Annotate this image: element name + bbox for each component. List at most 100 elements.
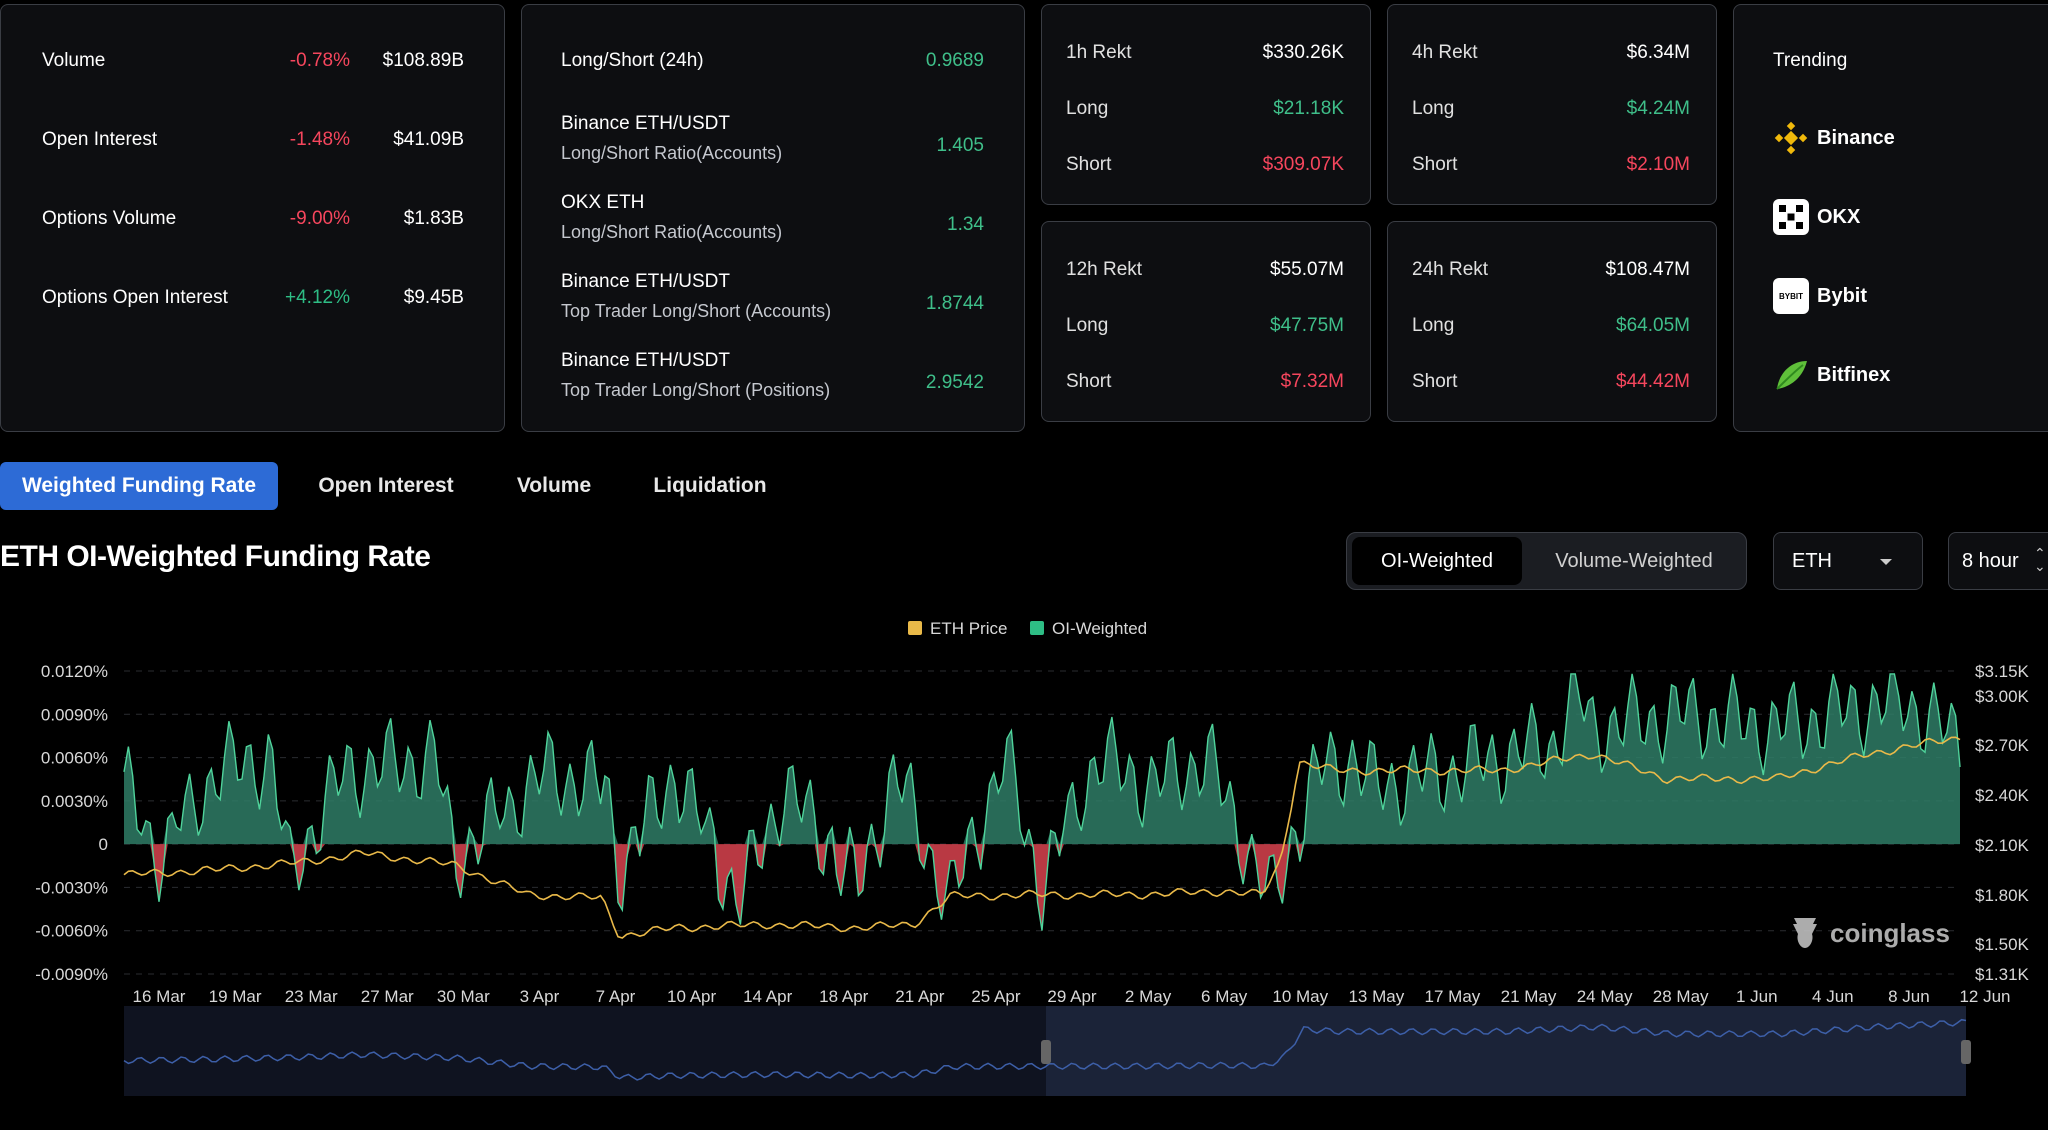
y-right-tick-label: $2.10K xyxy=(1975,836,2030,855)
trending-binance[interactable]: Binance xyxy=(1773,120,1895,156)
trending-bybit[interactable]: BYBIT Bybit xyxy=(1773,278,1867,314)
y-right-tick-label: $2.40K xyxy=(1975,786,2030,805)
rekt-long-value: $64.05M xyxy=(1616,315,1690,336)
x-tick-label: 27 Mar xyxy=(361,987,414,1006)
ratio-metric: Long/Short Ratio(Accounts) xyxy=(561,143,783,163)
x-tick-label: 23 Mar xyxy=(285,987,338,1006)
market-stat-change: -9.00% xyxy=(289,208,350,229)
x-tick-label: 21 May xyxy=(1501,987,1557,1006)
coinglass-watermark-text: coinglass xyxy=(1830,917,1950,948)
long-short-card: Long/Short (24h) 0.9689 Binance ETH/USDT… xyxy=(521,4,1025,432)
y-tick-label: 0.0060% xyxy=(41,749,108,768)
market-stat-value: $108.89B xyxy=(382,50,464,71)
x-tick-label: 1 Jun xyxy=(1736,987,1778,1006)
eth-price-line xyxy=(123,736,1961,939)
funding-rate-chart[interactable]: ETH Price OI-Weighted 0.0120% 0.0090% 0.006… xyxy=(0,610,2048,1130)
binance-icon xyxy=(1773,120,1809,156)
rekt-short-value: $309.07K xyxy=(1262,154,1344,175)
trending-bybit-label: Bybit xyxy=(1817,284,1867,307)
x-tick-label: 17 May xyxy=(1425,987,1481,1006)
long-short-24h-value: 0.9689 xyxy=(925,50,984,71)
rekt-short-value: $7.32M xyxy=(1280,371,1344,392)
y-tick-label: 0.0120% xyxy=(41,662,108,681)
oi-weighted-option[interactable]: OI-Weighted xyxy=(1352,537,1522,585)
market-stat-value: $1.83B xyxy=(403,208,464,229)
long-short-24h-label: Long/Short (24h) xyxy=(561,50,704,71)
y-right-tick-label: $1.80K xyxy=(1975,886,2030,905)
interval-select[interactable]: 8 hour ⌃ ⌄ xyxy=(1948,532,2048,590)
rekt-card: 24h Rekt $108.47M Long $64.05M Short $44… xyxy=(1387,221,1717,422)
rekt-title: 12h Rekt xyxy=(1066,259,1143,280)
ratio-exchange: Binance ETH/USDT xyxy=(561,113,730,134)
rekt-long-value: $21.18K xyxy=(1273,98,1344,119)
x-tick-label: 16 Mar xyxy=(133,987,186,1006)
coin-select[interactable]: ETH xyxy=(1773,532,1923,590)
x-tick-label: 18 Apr xyxy=(819,987,868,1006)
rekt-title: 1h Rekt xyxy=(1066,42,1132,63)
navigator-line xyxy=(123,1018,1967,1081)
rekt-card: 1h Rekt $330.26K Long $21.18K Short $309… xyxy=(1041,4,1371,205)
market-stat-label: Options Volume xyxy=(42,208,177,229)
x-tick-label: 8 Jun xyxy=(1888,987,1930,1006)
x-tick-label: 6 May xyxy=(1201,987,1248,1006)
market-stat-change: +4.12% xyxy=(285,287,350,308)
rekt-long-label: Long xyxy=(1412,315,1455,336)
ratio-value: 1.34 xyxy=(947,214,984,235)
rekt-total: $108.47M xyxy=(1605,259,1690,280)
bybit-icon: BYBIT xyxy=(1773,278,1809,314)
rekt-long-label: Long xyxy=(1412,98,1455,119)
x-tick-label: 10 May xyxy=(1272,987,1328,1006)
x-tick-label: 19 Mar xyxy=(209,987,262,1006)
ratio-exchange: Binance ETH/USDT xyxy=(561,350,730,371)
trending-bitfinex[interactable]: Bitfinex xyxy=(1773,357,1890,393)
market-stat-change: -1.48% xyxy=(289,129,350,150)
y-right-tick-label: $1.31K xyxy=(1975,965,2030,984)
ratio-metric: Long/Short Ratio(Accounts) xyxy=(561,222,783,242)
rekt-short-label: Short xyxy=(1412,371,1458,392)
tab-weighted-funding-rate[interactable]: Weighted Funding Rate xyxy=(0,462,278,510)
x-tick-label: 2 May xyxy=(1125,987,1172,1006)
caret-down-icon xyxy=(1880,559,1892,565)
rekt-long-label: Long xyxy=(1066,315,1109,336)
tab-liquidation[interactable]: Liquidation xyxy=(653,474,767,497)
y-right-tick-label: $2.70K xyxy=(1975,736,2030,755)
trending-binance-label: Binance xyxy=(1817,126,1895,149)
x-tick-label: 13 May xyxy=(1348,987,1404,1006)
y-right-tick-label: $3.15K xyxy=(1975,662,2030,681)
x-tick-label: 24 May xyxy=(1577,987,1633,1006)
range-selection xyxy=(1046,1006,1966,1096)
rekt-short-label: Short xyxy=(1066,371,1112,392)
ratio-value: 1.8744 xyxy=(925,293,984,314)
ratio-exchange: OKX ETH xyxy=(561,192,645,213)
tab-open-interest[interactable]: Open Interest xyxy=(318,474,454,497)
trending-okx[interactable]: OKX xyxy=(1773,199,1860,235)
y-tick-label: -0.0030% xyxy=(35,878,108,897)
y-right-tick-label: $3.00K xyxy=(1975,687,2030,706)
trending-okx-label: OKX xyxy=(1817,205,1861,228)
rekt-title: 24h Rekt xyxy=(1412,259,1489,280)
rekt-long-label: Long xyxy=(1066,98,1109,119)
rekt-short-label: Short xyxy=(1066,154,1112,175)
ratio-metric: Top Trader Long/Short (Accounts) xyxy=(561,301,832,321)
ratio-exchange: Binance ETH/USDT xyxy=(561,271,730,292)
tab-volume[interactable]: Volume xyxy=(516,474,592,497)
market-stat-value: $41.09B xyxy=(393,129,464,150)
x-tick-label: 10 Apr xyxy=(667,987,716,1006)
x-tick-label: 4 Jun xyxy=(1812,987,1854,1006)
x-tick-label: 12 Jun xyxy=(1959,987,2010,1006)
x-tick-label: 30 Mar xyxy=(437,987,490,1006)
x-tick-label: 25 Apr xyxy=(971,987,1020,1006)
volume-weighted-option[interactable]: Volume-Weighted xyxy=(1555,549,1713,572)
x-tick-label: 29 Apr xyxy=(1047,987,1096,1006)
y-tick-label: 0 xyxy=(99,835,108,854)
market-stat-value: $9.45B xyxy=(403,287,464,308)
market-stat-label: Volume xyxy=(42,50,106,71)
x-tick-label: 14 Apr xyxy=(743,987,792,1006)
ratio-value: 1.405 xyxy=(936,135,984,156)
range-handle-right xyxy=(1961,1040,1971,1064)
y-right-tick-label: $1.50K xyxy=(1975,935,2030,954)
sort-arrows-icon: ⌃ ⌄ xyxy=(2034,545,2046,574)
legend-label: OI-Weighted xyxy=(1052,619,1147,638)
chart-title: ETH OI-Weighted Funding Rate xyxy=(0,540,431,573)
rekt-short-label: Short xyxy=(1412,154,1458,175)
